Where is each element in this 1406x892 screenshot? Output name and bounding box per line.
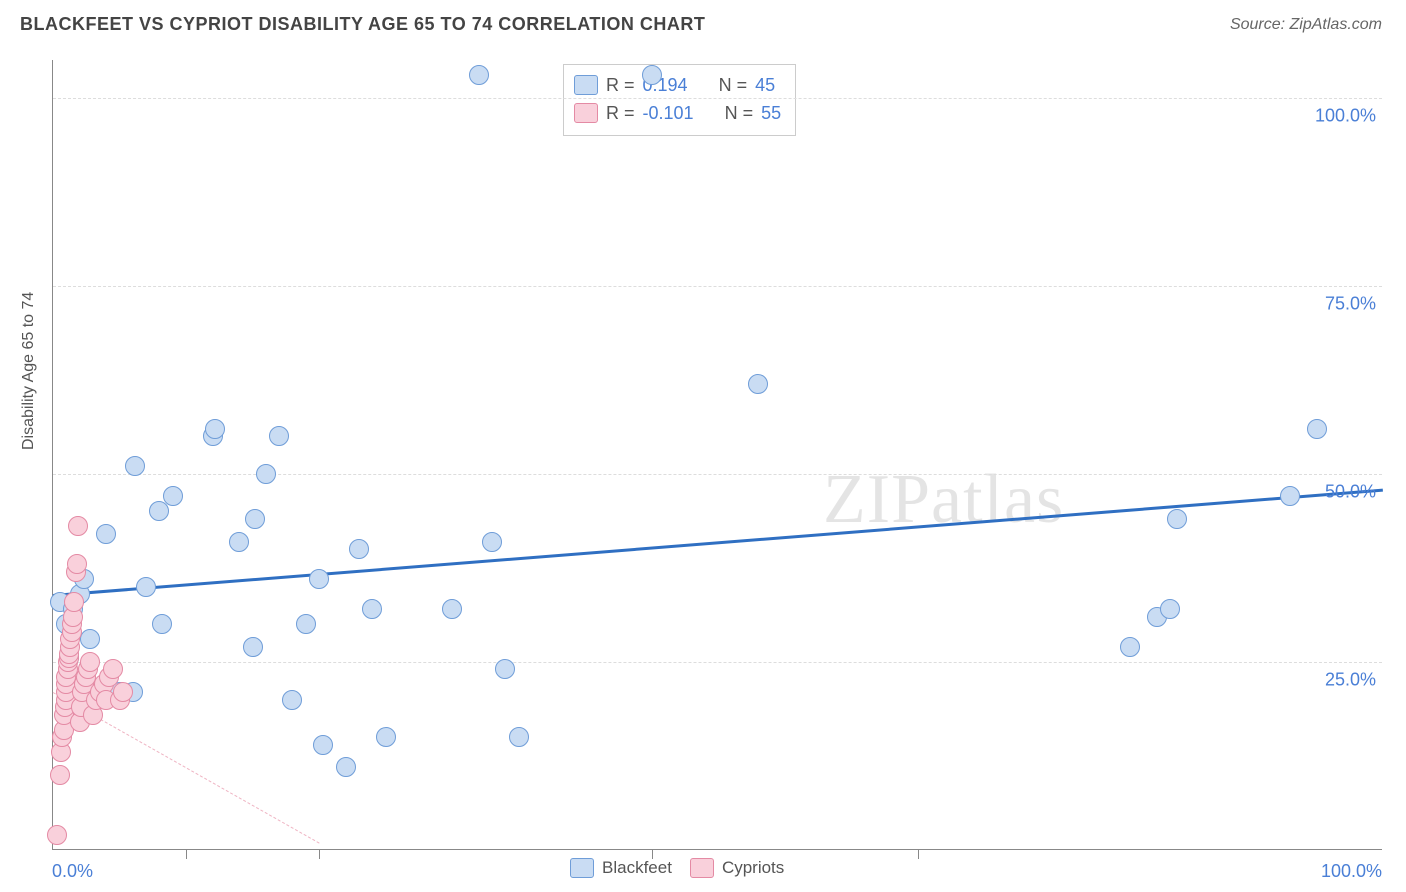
gridline — [53, 98, 1382, 99]
data-point — [349, 539, 369, 559]
data-point — [642, 65, 662, 85]
data-point — [103, 659, 123, 679]
n-label: N = — [719, 71, 748, 99]
data-point — [96, 524, 116, 544]
swatch-cypriots — [690, 858, 714, 878]
data-point — [1167, 509, 1187, 529]
swatch-blackfeet — [570, 858, 594, 878]
source-label: Source: ZipAtlas.com — [1230, 16, 1382, 34]
data-point — [163, 486, 183, 506]
data-point — [1280, 486, 1300, 506]
x-axis-origin-label: 0.0% — [52, 861, 93, 882]
data-point — [68, 516, 88, 536]
x-tick — [186, 849, 187, 859]
x-tick — [918, 849, 919, 859]
data-point — [243, 637, 263, 657]
legend-label-blackfeet: Blackfeet — [602, 858, 672, 878]
data-point — [313, 735, 333, 755]
data-point — [80, 652, 100, 672]
legend-label-cypriots: Cypriots — [722, 858, 784, 878]
chart-container: BLACKFEET VS CYPRIOT DISABILITY AGE 65 T… — [0, 0, 1406, 892]
swatch-blackfeet — [574, 75, 598, 95]
y-tick-label: 50.0% — [1325, 481, 1376, 502]
stats-row-cypriots: R = -0.101 N = 55 — [574, 99, 781, 127]
data-point — [1160, 599, 1180, 619]
y-tick-label: 100.0% — [1315, 105, 1376, 126]
r-label: R = — [606, 71, 635, 99]
y-tick-label: 75.0% — [1325, 293, 1376, 314]
data-point — [67, 554, 87, 574]
data-point — [1307, 419, 1327, 439]
data-point — [256, 464, 276, 484]
data-point — [282, 690, 302, 710]
data-point — [509, 727, 529, 747]
x-axis-max-label: 100.0% — [1321, 861, 1382, 882]
series-legend: Blackfeet Cypriots — [570, 858, 784, 878]
trend-line — [53, 489, 1383, 597]
data-point — [482, 532, 502, 552]
legend-item-cypriots: Cypriots — [690, 858, 784, 878]
data-point — [152, 614, 172, 634]
watermark: ZIPatlas — [823, 460, 1064, 540]
data-point — [80, 629, 100, 649]
data-point — [64, 592, 84, 612]
plot-area: ZIPatlas R = 0.194 N = 45 R = -0.101 N =… — [52, 60, 1382, 850]
data-point — [47, 825, 67, 845]
data-point — [269, 426, 289, 446]
n-label: N = — [725, 99, 754, 127]
data-point — [309, 569, 329, 589]
r-label: R = — [606, 99, 635, 127]
y-tick-label: 25.0% — [1325, 669, 1376, 690]
stats-legend: R = 0.194 N = 45 R = -0.101 N = 55 — [563, 64, 796, 136]
data-point — [229, 532, 249, 552]
data-point — [362, 599, 382, 619]
n-value-cypriots: 55 — [761, 99, 781, 127]
n-value-blackfeet: 45 — [755, 71, 775, 99]
data-point — [336, 757, 356, 777]
data-point — [376, 727, 396, 747]
data-point — [1120, 637, 1140, 657]
stats-row-blackfeet: R = 0.194 N = 45 — [574, 71, 781, 99]
data-point — [495, 659, 515, 679]
y-axis-label: Disability Age 65 to 74 — [20, 292, 38, 450]
header: BLACKFEET VS CYPRIOT DISABILITY AGE 65 T… — [0, 0, 1406, 50]
x-tick — [319, 849, 320, 859]
gridline — [53, 474, 1382, 475]
data-point — [296, 614, 316, 634]
gridline — [53, 662, 1382, 663]
data-point — [469, 65, 489, 85]
data-point — [442, 599, 462, 619]
data-point — [113, 682, 133, 702]
data-point — [136, 577, 156, 597]
swatch-cypriots — [574, 103, 598, 123]
r-value-cypriots: -0.101 — [643, 99, 694, 127]
gridline — [53, 286, 1382, 287]
data-point — [125, 456, 145, 476]
data-point — [50, 765, 70, 785]
chart-title: BLACKFEET VS CYPRIOT DISABILITY AGE 65 T… — [20, 14, 705, 34]
data-point — [245, 509, 265, 529]
data-point — [748, 374, 768, 394]
data-point — [205, 419, 225, 439]
legend-item-blackfeet: Blackfeet — [570, 858, 672, 878]
